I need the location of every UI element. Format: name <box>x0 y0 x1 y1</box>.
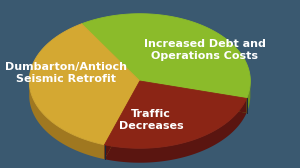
Text: Traffic
Decreases: Traffic Decreases <box>118 109 183 131</box>
Polygon shape <box>140 81 247 113</box>
Polygon shape <box>29 81 104 159</box>
Text: Increased Debt and
Operations Costs: Increased Debt and Operations Costs <box>143 39 266 61</box>
Polygon shape <box>104 81 140 159</box>
Text: Dumbarton/Antioch
Seismic Retrofit: Dumbarton/Antioch Seismic Retrofit <box>5 62 128 85</box>
Polygon shape <box>104 81 140 159</box>
Polygon shape <box>247 81 250 113</box>
Polygon shape <box>29 24 140 145</box>
Polygon shape <box>104 98 247 163</box>
Polygon shape <box>140 81 247 113</box>
Polygon shape <box>104 81 247 148</box>
Polygon shape <box>82 14 250 98</box>
